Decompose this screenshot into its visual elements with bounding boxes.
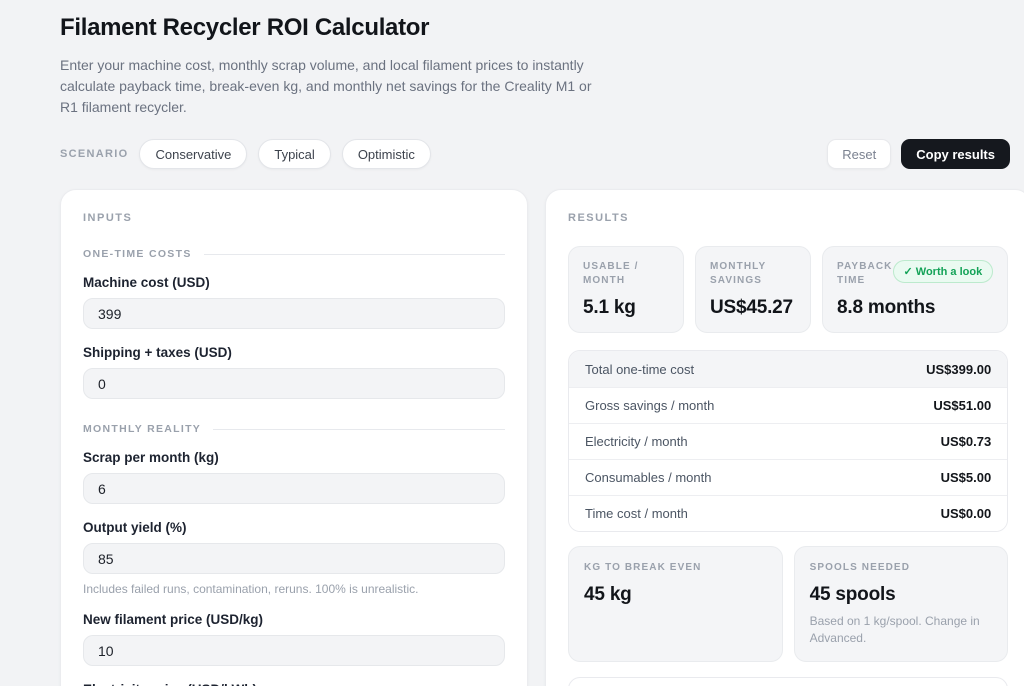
table-row: Time cost / month US$0.00: [569, 495, 1008, 531]
bottom-cards-row: KG to break even 45 kg Spools needed 45 …: [568, 546, 1009, 662]
stat-cards-row: Usable / month 5.1 kg Monthly savings US…: [568, 246, 1009, 333]
shipping-taxes-label: Shipping + taxes (USD): [83, 345, 232, 360]
output-yield-hint: Includes failed runs, contamination, rer…: [83, 582, 419, 596]
row-label: Electricity / month: [585, 434, 688, 449]
section-one-time-costs-label: One-time costs: [83, 248, 192, 260]
reset-button[interactable]: Reset: [827, 139, 892, 169]
machine-cost-label: Machine cost (USD): [83, 275, 210, 290]
output-yield-label: Output yield (%): [83, 520, 187, 535]
toolbar: Scenario Conservative Typical Optimistic…: [60, 139, 1010, 169]
kg-break-even-label: KG to break even: [584, 562, 702, 573]
row-label: Total one-time cost: [585, 361, 695, 377]
section-monthly-reality-label: Monthly reality: [83, 423, 202, 435]
page-description-line: R1 filament recycler.: [60, 99, 187, 115]
inputs-panel: Inputs One-time costs Machine cost (USD)…: [60, 189, 528, 686]
page-description-line: calculate payback time, break-even kg, a…: [60, 78, 592, 94]
output-yield-input[interactable]: [83, 543, 505, 574]
field-machine-cost: Machine cost (USD): [83, 275, 505, 329]
field-electricity-price: Electricity price (USD/kWh): [83, 682, 505, 686]
kg-break-even-value: 45 kg: [584, 584, 632, 605]
stat-payback-head: Payback time ✓ Worth a look: [837, 260, 994, 288]
row-value: US$0.00: [940, 506, 992, 521]
table-row: Consumables / month US$5.00: [569, 459, 1008, 495]
field-filament-price: New filament price (USD/kg): [83, 612, 505, 666]
field-scrap-per-month: Scrap per month (kg): [83, 450, 505, 504]
shipping-taxes-input[interactable]: [83, 368, 505, 399]
table-row: Electricity / month US$0.73: [569, 423, 1008, 459]
section-one-time-costs: One-time costs: [83, 248, 505, 260]
row-value: US$0.73: [940, 434, 992, 449]
main-columns: Inputs One-time costs Machine cost (USD)…: [60, 189, 1024, 686]
toolbar-actions: Reset Copy results: [827, 139, 1010, 169]
stat-monthly-savings: Monthly savings US$45.27: [695, 246, 811, 333]
stat-usable-per-month: Usable / month 5.1 kg: [568, 246, 684, 333]
kg-break-even-card: KG to break even 45 kg: [568, 546, 783, 662]
section-monthly-reality: Monthly reality: [83, 423, 505, 435]
stat-payback-label: Payback time: [837, 261, 893, 286]
field-shipping-taxes: Shipping + taxes (USD): [83, 345, 505, 399]
scenario-label: Scenario: [60, 148, 129, 160]
spools-needed-value: 45 spools: [809, 584, 896, 605]
cost-breakdown-table: Total one-time cost US$399.00 Gross savi…: [568, 350, 1009, 532]
stat-savings-label: Monthly savings: [710, 261, 767, 286]
spools-needed-card: Spools needed 45 spools Based on 1 kg/sp…: [793, 546, 1009, 662]
scenario-option-conservative[interactable]: Conservative: [139, 139, 248, 169]
table-row: Total one-time cost US$399.00: [569, 351, 1008, 387]
scenario-option-typical[interactable]: Typical: [258, 139, 331, 169]
scenario-switcher: Scenario Conservative Typical Optimistic: [60, 139, 431, 169]
spools-needed-hint: Based on 1 kg/spool. Change in Advanced.: [809, 614, 980, 645]
electricity-price-label: Electricity price (USD/kWh): [83, 682, 505, 686]
section-divider: [203, 253, 505, 255]
scrap-per-month-input[interactable]: [83, 473, 505, 504]
stat-payback-value: 8.8 months: [837, 297, 936, 318]
page-title: Filament Recycler ROI Calculator: [60, 14, 430, 41]
filament-price-label: New filament price (USD/kg): [83, 612, 264, 627]
row-label: Consumables / month: [585, 470, 712, 485]
row-value: US$5.00: [940, 470, 992, 485]
worth-a-look-badge: ✓ Worth a look: [892, 260, 994, 283]
inputs-panel-title: Inputs: [83, 212, 133, 224]
scenario-option-optimistic[interactable]: Optimistic: [341, 139, 431, 169]
section-divider: [213, 428, 505, 430]
machine-cost-input[interactable]: [83, 298, 505, 329]
page-description-line: Enter your machine cost, monthly scrap v…: [60, 57, 584, 73]
page-description: Enter your machine cost, monthly scrap v…: [60, 55, 1010, 118]
scrap-per-month-label: Scrap per month (kg): [83, 450, 219, 465]
results-panel-title: Results: [568, 212, 630, 224]
stat-savings-value: US$45.27: [710, 297, 793, 318]
stat-usable-label: Usable / month: [583, 261, 639, 286]
row-label: Gross savings / month: [585, 398, 715, 413]
row-value: US$51.00: [933, 398, 992, 413]
table-row: Gross savings / month US$51.00: [569, 387, 1008, 423]
stat-payback-time: Payback time ✓ Worth a look 8.8 months: [822, 246, 1009, 333]
how-calculated-accordion[interactable]: How this is calculated +: [568, 677, 1009, 686]
stat-usable-value: 5.1 kg: [583, 297, 636, 318]
row-value: US$399.00: [926, 361, 992, 377]
filament-price-input[interactable]: [83, 635, 505, 666]
spools-needed-label: Spools needed: [809, 562, 911, 573]
results-panel: Results Usable / month 5.1 kg Monthly sa…: [545, 189, 1024, 686]
row-label: Time cost / month: [585, 506, 688, 521]
copy-results-button[interactable]: Copy results: [901, 139, 1010, 169]
field-output-yield: Output yield (%): [83, 520, 505, 574]
